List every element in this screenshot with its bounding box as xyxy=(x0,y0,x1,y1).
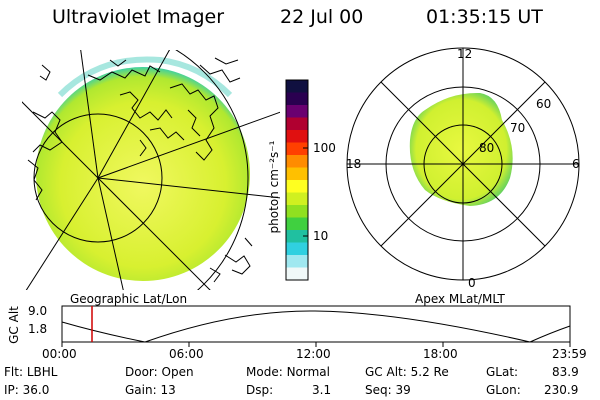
mlt-label-6: 6 xyxy=(572,157,580,171)
mlt-label-12: 12 xyxy=(457,47,473,61)
colorbar-segment xyxy=(286,117,308,131)
time-tick-0000: 00:00 xyxy=(42,347,77,361)
info-ip: IP: 36.0 xyxy=(4,383,50,397)
colorbar-segment xyxy=(286,80,308,94)
colorbar-segment xyxy=(286,255,308,269)
instrument-title: Ultraviolet Imager xyxy=(52,6,225,28)
info-glat: GLat: 83.9 xyxy=(486,365,579,379)
colorbar-tick-100: 100 xyxy=(313,141,336,155)
time-tick-1800: 18:00 xyxy=(423,347,458,361)
observation-time: 01:35:15 UT xyxy=(426,6,543,28)
lat-lon-grid xyxy=(22,50,280,290)
mlt-label-0: 0 xyxy=(468,276,476,290)
mlat-label-60: 60 xyxy=(536,97,552,111)
info-gain: Gain: 13 xyxy=(125,383,176,397)
info-door: Door: Open xyxy=(125,365,194,379)
colorbar-segment xyxy=(286,180,308,194)
auroral-oval xyxy=(409,92,513,206)
colorbar-segment xyxy=(286,205,308,219)
time-tick-2359: 23:59 xyxy=(552,347,587,361)
colorbar-segment xyxy=(286,92,308,106)
info-gc-alt: GC Alt: 5.2 Re xyxy=(365,365,449,379)
colorbar-segment xyxy=(286,130,308,144)
colorbar-segment xyxy=(286,142,308,156)
mlat-mlt-polar-plot xyxy=(346,47,580,281)
mlat-label-70: 70 xyxy=(510,121,526,135)
observation-date: 22 Jul 00 xyxy=(280,6,364,28)
time-tick-1200: 12:00 xyxy=(296,347,331,361)
altitude-plot xyxy=(61,305,571,347)
altitude-ytick-1-8: 1.8 xyxy=(28,322,48,336)
colorbar-segment xyxy=(286,217,308,231)
time-tick-0600: 06:00 xyxy=(169,347,204,361)
apex-caption: Apex MLat/MLT xyxy=(415,292,505,306)
geographic-map xyxy=(22,50,280,290)
color-bar xyxy=(286,80,308,281)
auroral-image-disk xyxy=(36,67,250,281)
info-seq: Seq: 39 xyxy=(365,383,411,397)
colorbar-segment xyxy=(286,242,308,256)
colorbar-unit-label: photon cm⁻²s⁻¹ xyxy=(267,140,281,234)
colorbar-segment xyxy=(286,192,308,206)
colorbar-segment xyxy=(286,230,308,244)
info-glon: GLon: 230.9 xyxy=(486,383,579,397)
colorbar-tick-10: 10 xyxy=(313,229,329,243)
info-dsp: Dsp: 3.1 xyxy=(246,383,332,397)
info-flt: Flt: LBHL xyxy=(4,365,58,379)
info-mode: Mode: Normal xyxy=(246,365,330,379)
colorbar-segment xyxy=(286,155,308,169)
mlt-label-18: 18 xyxy=(346,157,362,171)
coastlines xyxy=(27,57,253,283)
geographic-caption: Geographic Lat/Lon xyxy=(70,292,188,306)
altitude-ylabel: GC Alt xyxy=(7,306,21,344)
colorbar-segment xyxy=(286,105,308,119)
mlat-label-80: 80 xyxy=(479,141,495,155)
colorbar-segment xyxy=(286,267,308,281)
altitude-ytick-9: 9.0 xyxy=(28,304,48,318)
colorbar-segment xyxy=(286,167,308,181)
